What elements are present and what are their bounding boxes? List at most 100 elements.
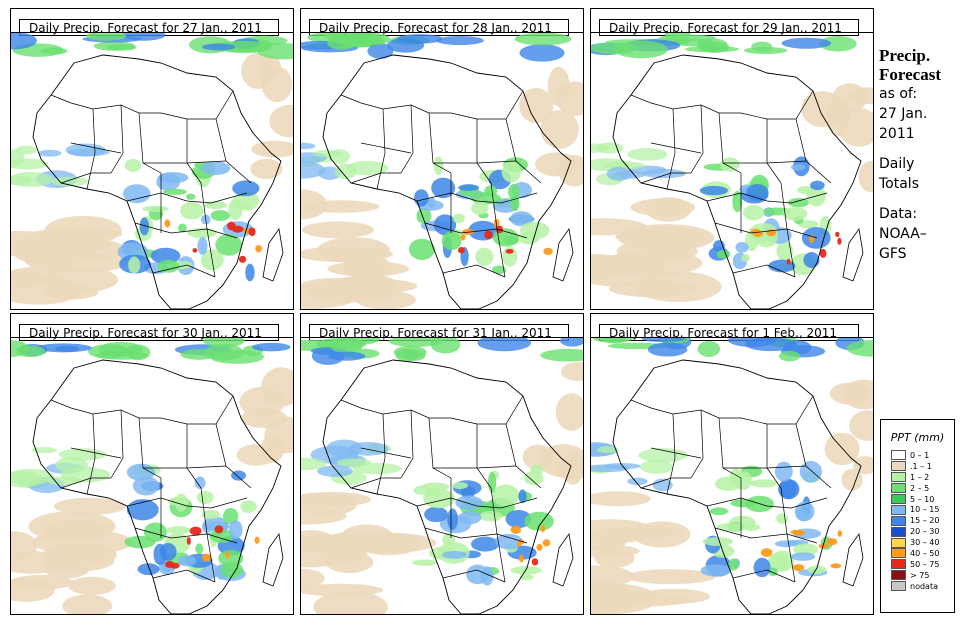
panel-title: Daily Precip. Forecast for 29 Jan., 2011 xyxy=(599,19,859,36)
precip-field xyxy=(492,265,507,275)
precip-map-svg xyxy=(301,33,583,309)
legend-item: > 75 xyxy=(881,570,954,581)
precip-field xyxy=(301,583,384,597)
country-border xyxy=(70,447,122,459)
precip-field xyxy=(647,342,688,357)
coastline xyxy=(322,54,572,309)
precip-field xyxy=(741,254,750,262)
precip-field xyxy=(123,184,151,204)
precip-field xyxy=(743,46,788,55)
precip-field xyxy=(535,152,578,177)
coastline xyxy=(32,359,282,614)
precip-field xyxy=(455,495,483,510)
precip-field xyxy=(51,176,89,187)
country-border xyxy=(143,160,227,164)
as-of-date: 27 Jan. xyxy=(879,106,928,122)
precip-field xyxy=(53,497,126,515)
legend-label: 10 – 15 xyxy=(910,505,940,515)
country-border xyxy=(732,264,796,278)
legend-item: 5 – 10 xyxy=(881,494,954,505)
precip-field xyxy=(591,530,627,552)
legend-item: 50 – 75 xyxy=(881,559,954,570)
precip-field xyxy=(471,536,500,552)
precip-field xyxy=(316,465,353,477)
precip-field xyxy=(301,246,393,263)
precip-field xyxy=(306,279,386,303)
precip-field xyxy=(150,247,181,264)
precip-field xyxy=(495,533,523,550)
precip-field xyxy=(458,184,479,191)
country-border xyxy=(126,497,248,509)
country-border xyxy=(416,497,538,509)
precip-field xyxy=(218,40,271,54)
precip-field xyxy=(781,37,832,49)
precip-field xyxy=(250,158,283,180)
country-border xyxy=(780,182,796,278)
precip-field xyxy=(196,490,214,504)
coastline xyxy=(32,54,282,309)
forecast-panel-3: Daily Precip. Forecast for 29 Jan., 2011 xyxy=(590,8,874,310)
precip-field xyxy=(492,484,520,507)
precip-field xyxy=(367,43,394,59)
precip-field xyxy=(841,468,863,491)
precip-field xyxy=(774,461,793,482)
precip-field xyxy=(194,476,206,490)
precip-field xyxy=(125,344,151,361)
precip-field xyxy=(441,231,462,251)
precip-field xyxy=(157,172,189,184)
side-title-line: Precip. xyxy=(879,46,931,65)
country-border xyxy=(110,409,124,479)
precip-field xyxy=(547,66,570,107)
legend-swatch xyxy=(891,494,906,504)
precip-field xyxy=(518,489,527,504)
country-border xyxy=(70,142,122,154)
legend-swatch xyxy=(891,515,906,526)
precip-field xyxy=(627,477,648,486)
precip-field xyxy=(186,537,191,545)
precip-field xyxy=(487,471,497,494)
precip-field xyxy=(106,44,137,51)
country-border xyxy=(433,160,517,164)
country-border xyxy=(442,264,506,278)
precip-field xyxy=(413,189,429,207)
legend-item: .1 – 1 xyxy=(881,461,954,472)
precip-field xyxy=(778,350,801,362)
precip-field xyxy=(137,563,160,576)
precip-field xyxy=(853,456,873,475)
country-border xyxy=(376,413,386,495)
precip-field xyxy=(329,338,363,354)
precip-field xyxy=(458,510,482,525)
madagascar-outline xyxy=(842,227,864,282)
precip-field xyxy=(264,416,293,454)
precip-field xyxy=(163,188,187,195)
precip-field xyxy=(543,247,553,256)
precip-field xyxy=(560,362,583,382)
legend-label: .1 – 1 xyxy=(910,461,932,471)
precip-field xyxy=(388,338,443,347)
legend-item: 10 – 15 xyxy=(881,504,954,515)
panel-title: Daily Precip. Forecast for 30 Jan., 2011 xyxy=(19,324,279,341)
precip-field xyxy=(774,540,798,548)
country-border xyxy=(138,112,162,174)
legend-item: 30 – 40 xyxy=(881,537,954,548)
precip-field xyxy=(11,550,66,574)
precip-field xyxy=(164,561,175,568)
precip-field xyxy=(180,201,204,220)
precip-field xyxy=(743,523,760,532)
precip-field xyxy=(505,248,514,254)
legend-label: 15 – 20 xyxy=(910,516,940,526)
country-border xyxy=(723,160,807,164)
forecast-panel-4: Daily Precip. Forecast for 30 Jan., 2011 xyxy=(10,313,294,615)
precip-field xyxy=(62,594,113,614)
precip-field xyxy=(302,221,375,239)
legend-label: 2 – 5 xyxy=(910,483,930,493)
coastline xyxy=(612,54,862,309)
country-border xyxy=(360,142,412,154)
precip-field xyxy=(201,509,221,520)
precip-field xyxy=(524,511,554,531)
precip-field xyxy=(480,566,494,586)
precip-field xyxy=(327,35,356,50)
legend-item: 0 – 1 xyxy=(881,450,954,461)
precip-field xyxy=(210,210,230,221)
